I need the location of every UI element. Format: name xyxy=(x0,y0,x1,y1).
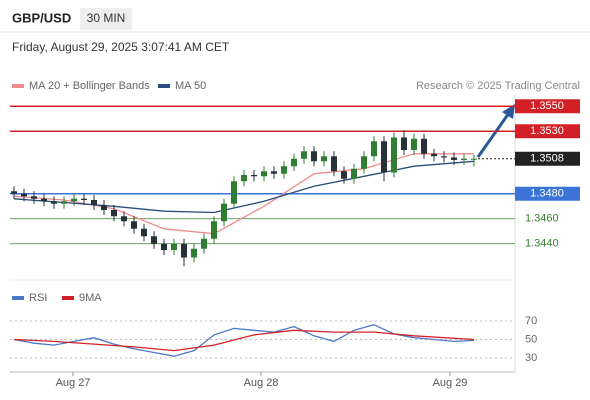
candle-body xyxy=(261,171,267,177)
candle-body xyxy=(271,171,277,174)
x-tick-label: Aug 29 xyxy=(433,377,468,389)
level-label: 1.3550 xyxy=(530,100,564,112)
candle-body xyxy=(201,238,207,249)
candle-body xyxy=(151,236,157,244)
symbol: GBP/USD xyxy=(12,10,71,25)
legend-label: MA 50 xyxy=(175,80,206,92)
candle-body xyxy=(431,153,437,157)
candle-body xyxy=(181,243,187,258)
candle-body xyxy=(121,216,127,222)
datetime: Friday, August 29, 2025 3:07:41 AM CET xyxy=(12,40,230,54)
candle-body xyxy=(401,137,407,150)
level-label: 1.3440 xyxy=(525,238,559,250)
candle-body xyxy=(21,193,27,197)
candle-body xyxy=(321,156,327,162)
candle-body xyxy=(231,181,237,204)
candle-body xyxy=(391,137,397,173)
candle-body xyxy=(311,151,317,162)
candle-body xyxy=(291,158,297,167)
candle-body xyxy=(141,228,147,237)
candle-body xyxy=(71,198,77,202)
level-label: 1.3508 xyxy=(530,153,564,165)
series-line xyxy=(13,329,475,352)
candle-body xyxy=(371,141,377,157)
x-tick-label: Aug 28 xyxy=(244,377,279,389)
timeframe-box xyxy=(80,8,132,30)
level-box xyxy=(515,99,580,114)
candle-body xyxy=(11,191,17,194)
level-box xyxy=(515,151,580,166)
candle-body xyxy=(381,141,387,173)
candle-body xyxy=(41,198,47,202)
level-label: 1.3460 xyxy=(525,213,559,225)
level-label: 1.3530 xyxy=(530,125,564,137)
legend-swatch xyxy=(12,296,24,300)
candle-body xyxy=(81,198,87,200)
candle-body xyxy=(91,200,97,205)
candle-body xyxy=(111,210,117,217)
legend-swatch xyxy=(62,296,74,300)
candle-body xyxy=(361,156,367,169)
candle-body xyxy=(351,168,357,179)
candle-body xyxy=(471,158,477,160)
candle-body xyxy=(221,203,227,222)
series-line xyxy=(13,324,475,357)
candle-body xyxy=(301,151,307,159)
level-box xyxy=(515,186,580,201)
timeframe: 30 MIN xyxy=(87,11,126,25)
legend-label: MA 20 + Bollinger Bands xyxy=(29,80,150,92)
level-label: 1.3480 xyxy=(530,188,564,200)
level-box xyxy=(515,124,580,139)
arrow-head xyxy=(502,104,515,119)
forecast-arrow xyxy=(476,112,511,158)
candle-body xyxy=(341,171,347,179)
legend-swatch xyxy=(12,84,24,88)
legend-label: RSI xyxy=(29,292,47,304)
candle-body xyxy=(441,156,447,158)
candle-body xyxy=(451,157,457,160)
candle-body xyxy=(331,156,337,172)
y-tick-label: 70 xyxy=(525,315,537,327)
x-tick-label: Aug 27 xyxy=(56,377,91,389)
candle-body xyxy=(31,196,37,199)
legend-swatch xyxy=(158,84,170,88)
candle-body xyxy=(281,166,287,174)
candle-body xyxy=(421,138,427,154)
candle-body xyxy=(161,243,167,250)
candle-body xyxy=(131,221,137,229)
y-tick-label: 50 xyxy=(525,333,537,345)
candle-body xyxy=(461,158,467,160)
candle-body xyxy=(211,221,217,239)
candle-body xyxy=(171,243,177,250)
candle-body xyxy=(411,138,417,150)
candle-body xyxy=(241,175,247,182)
source: Research © 2025 Trading Central xyxy=(416,80,580,92)
candle-body xyxy=(251,175,257,177)
y-tick-label: 30 xyxy=(525,352,537,364)
legend-label: 9MA xyxy=(79,292,102,304)
candle-body xyxy=(51,201,57,204)
candle-body xyxy=(191,248,197,258)
candle-body xyxy=(101,205,107,210)
candle-body xyxy=(61,201,67,204)
series-line xyxy=(13,160,475,214)
